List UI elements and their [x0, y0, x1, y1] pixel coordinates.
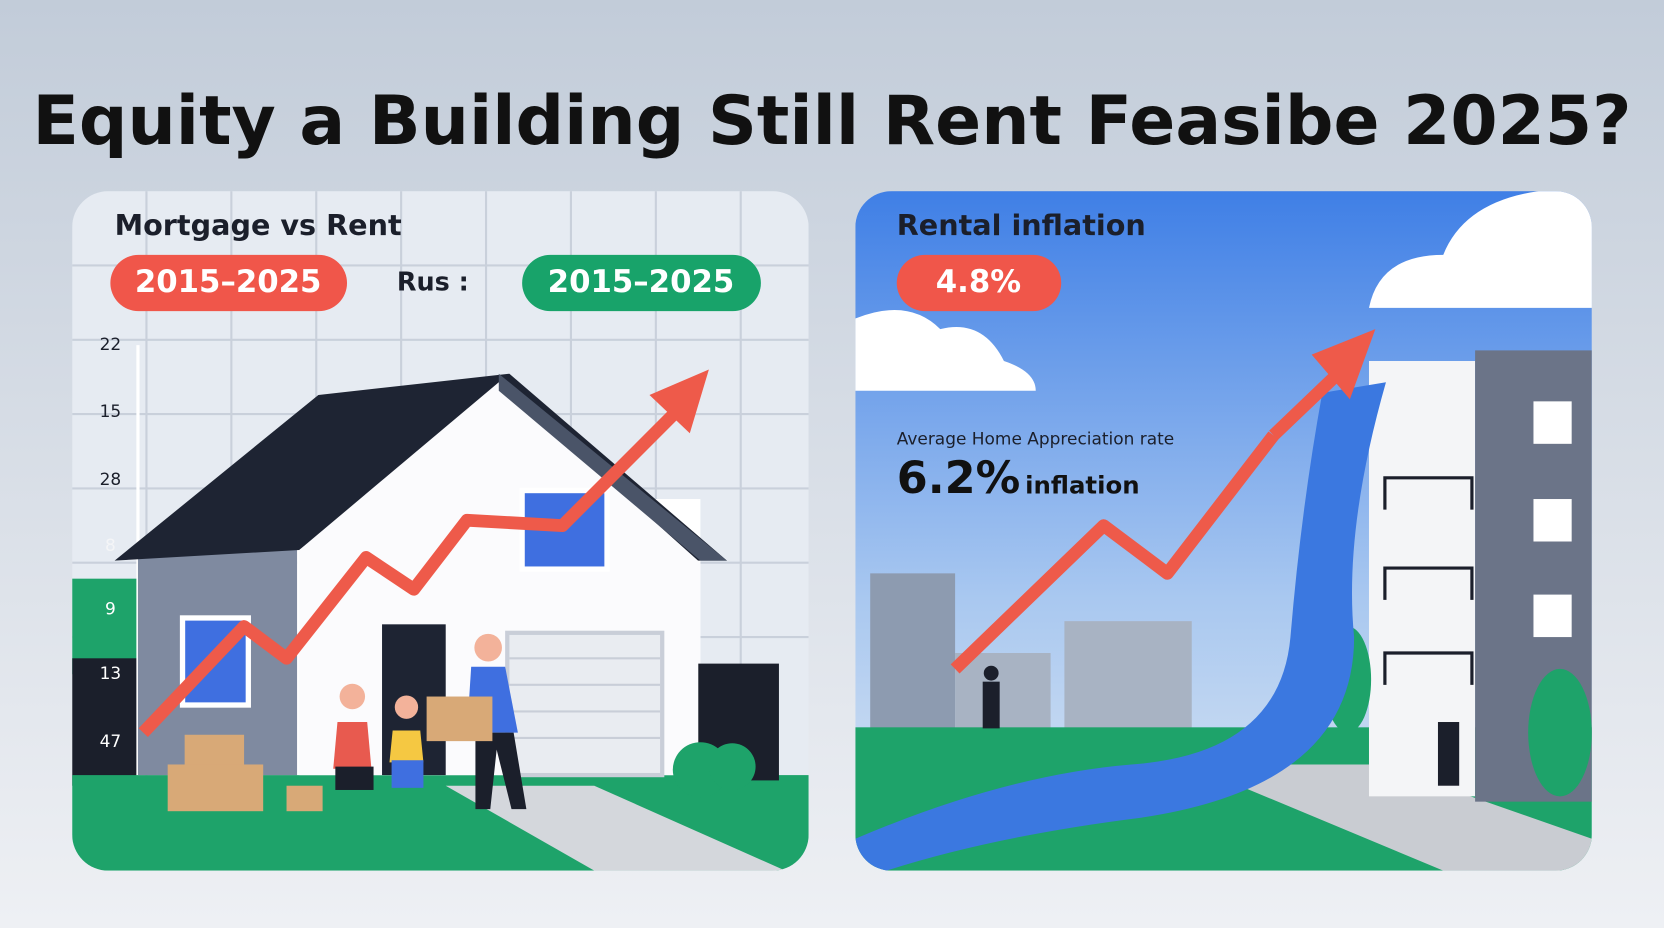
axis-label: 15	[100, 402, 122, 422]
axis-label: 47	[100, 732, 122, 752]
axis-label: 13	[100, 664, 122, 684]
middle-label: Rus :	[397, 267, 469, 297]
axis-label: 9	[105, 599, 116, 619]
right-heading: Rental inflation	[897, 208, 1146, 242]
pill-left	[110, 254, 348, 312]
axis-labels: 22 15 28 8 9 13 47	[100, 335, 122, 752]
axis-label: 8	[105, 536, 116, 556]
title: Equity a Building Still Rent Feasibe 202…	[32, 82, 1631, 161]
axis-label: 22	[100, 335, 122, 355]
pill-rate-label: 4.8%	[936, 264, 1021, 300]
stat-word: inflation	[1025, 470, 1139, 499]
pill-right-label: 2015–2025	[548, 264, 735, 300]
pill-left-label: 2015–2025	[135, 264, 322, 300]
stat-value: 6.2%	[897, 452, 1021, 504]
pill-right	[522, 254, 761, 312]
pill-rate	[896, 254, 1062, 312]
caption: Average Home Appreciation rate	[897, 430, 1175, 450]
axis-label: 28	[100, 470, 122, 490]
left-heading: Mortgage vs Rent	[115, 208, 402, 242]
